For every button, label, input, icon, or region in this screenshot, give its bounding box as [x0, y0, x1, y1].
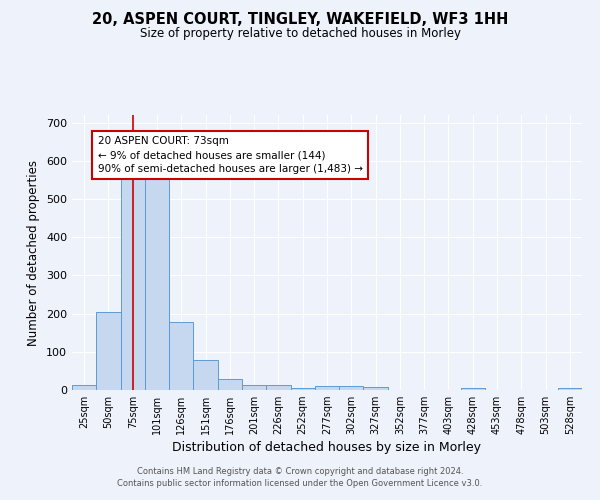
- Bar: [193, 360, 218, 390]
- Bar: [96, 312, 121, 390]
- Text: Size of property relative to detached houses in Morley: Size of property relative to detached ho…: [139, 28, 461, 40]
- Bar: [290, 388, 315, 390]
- Bar: [315, 386, 339, 390]
- Text: 20 ASPEN COURT: 73sqm
← 9% of detached houses are smaller (144)
90% of semi-deta: 20 ASPEN COURT: 73sqm ← 9% of detached h…: [97, 136, 362, 174]
- Bar: [145, 174, 169, 390]
- Bar: [558, 388, 582, 390]
- Y-axis label: Number of detached properties: Number of detached properties: [28, 160, 40, 346]
- Bar: [266, 384, 290, 390]
- Bar: [461, 388, 485, 390]
- Bar: [169, 322, 193, 390]
- Bar: [72, 386, 96, 390]
- Bar: [242, 384, 266, 390]
- Bar: [121, 178, 145, 390]
- Bar: [364, 388, 388, 390]
- X-axis label: Distribution of detached houses by size in Morley: Distribution of detached houses by size …: [173, 442, 482, 454]
- Text: 20, ASPEN COURT, TINGLEY, WAKEFIELD, WF3 1HH: 20, ASPEN COURT, TINGLEY, WAKEFIELD, WF3…: [92, 12, 508, 28]
- Bar: [218, 378, 242, 390]
- Text: Contains HM Land Registry data © Crown copyright and database right 2024.
Contai: Contains HM Land Registry data © Crown c…: [118, 466, 482, 487]
- Bar: [339, 386, 364, 390]
